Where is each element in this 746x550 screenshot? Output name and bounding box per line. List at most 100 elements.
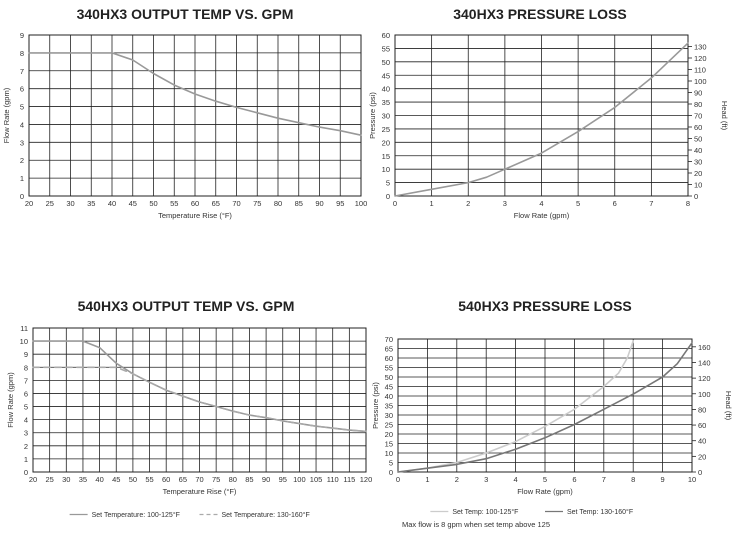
y-tick-label: 2 [24,442,28,451]
y-tick-label: 20 [382,138,390,147]
x-tick-label: 2 [455,475,459,484]
y-tick-label: 0 [24,468,28,477]
x-tick-label: 70 [232,199,240,208]
x-tick-label: 1 [425,475,429,484]
x-tick-label: 90 [315,199,323,208]
y-axis-label: Pressure (psi) [368,92,377,139]
legend-label-1: Set Temperature: 100-125°F [92,511,180,519]
y2-tick-label: 30 [694,158,702,167]
x-axis-label: Temperature Rise (°F) [163,487,237,496]
x-axis-label: Flow Rate (gpm) [517,487,573,496]
x-tick-label: 6 [613,199,617,208]
x-tick-label: 6 [572,475,576,484]
y-tick-label: 8 [24,363,28,372]
x-tick-label: 65 [179,475,187,484]
x-tick-label: 120 [360,475,373,484]
x-tick-label: 2 [466,199,470,208]
y-tick-label: 6 [20,85,24,94]
x-tick-label: 3 [503,199,507,208]
x-tick-label: 8 [631,475,635,484]
series-line-1 [397,340,635,473]
x-tick-label: 75 [212,475,220,484]
x-tick-label: 30 [62,475,70,484]
y-tick-label: 10 [385,449,393,458]
y2-tick-label: 60 [698,421,706,430]
y-tick-label: 60 [382,31,390,40]
x-tick-label: 30 [66,199,74,208]
y-tick-label: 25 [382,125,390,134]
x-tick-label: 3 [484,475,488,484]
y-axis-label: Flow Rate (gpm) [2,87,11,143]
y2-tick-label: 0 [698,468,702,477]
y-tick-label: 70 [385,335,393,344]
x-tick-label: 95 [279,475,287,484]
y2-axis-label: Head (ft) [720,101,729,131]
x-tick-label: 4 [514,475,518,484]
y2-tick-label: 40 [698,437,706,446]
chart-title: 540HX3 PRESSURE LOSS [458,298,632,314]
y2-tick-label: 20 [698,452,706,461]
y2-tick-label: 10 [694,181,702,190]
y-tick-label: 50 [385,373,393,382]
x-tick-label: 5 [576,199,580,208]
y-tick-label: 5 [20,103,24,112]
y2-tick-label: 40 [694,146,702,155]
y2-tick-label: 140 [698,358,711,367]
y2-axis-label: Head (ft) [724,391,733,421]
y-tick-label: 3 [24,429,28,438]
y2-tick-label: 90 [694,89,702,98]
x-axis-label: Temperature Rise (°F) [158,211,232,220]
x-tick-label: 25 [45,475,53,484]
x-tick-label: 8 [686,199,690,208]
y2-tick-label: 120 [698,374,711,383]
y-tick-label: 35 [385,402,393,411]
x-tick-label: 95 [336,199,344,208]
x-tick-label: 7 [649,199,653,208]
y-tick-label: 8 [20,49,24,58]
chart-title: 540HX3 OUTPUT TEMP VS. GPM [78,298,295,314]
y-tick-label: 55 [385,364,393,373]
y-tick-label: 55 [382,44,390,53]
x-tick-label: 5 [543,475,547,484]
y2-tick-label: 100 [698,390,711,399]
x-tick-label: 110 [327,475,339,484]
x-tick-label: 85 [295,199,303,208]
chart-title: 340HX3 OUTPUT TEMP VS. GPM [77,6,294,22]
y-tick-label: 10 [20,337,28,346]
x-tick-label: 65 [212,199,220,208]
y2-tick-label: 100 [694,77,707,86]
series-line-1 [28,52,362,136]
y-tick-label: 5 [24,403,28,412]
series-line-2 [32,366,367,433]
x-tick-label: 40 [108,199,116,208]
x-tick-label: 105 [310,475,323,484]
y-tick-label: 40 [385,392,393,401]
y-tick-label: 15 [385,440,393,449]
y-tick-label: 20 [385,430,393,439]
x-tick-label: 45 [129,199,137,208]
x-tick-label: 85 [245,475,253,484]
x-tick-label: 0 [393,199,397,208]
x-tick-label: 100 [293,475,306,484]
y-tick-label: 11 [20,324,28,333]
y-tick-label: 1 [20,174,24,183]
x-tick-label: 50 [129,475,137,484]
y2-tick-label: 120 [694,54,707,63]
y-tick-label: 50 [382,58,390,67]
x-tick-label: 40 [95,475,103,484]
x-tick-label: 75 [253,199,261,208]
x-tick-label: 60 [191,199,199,208]
y-tick-label: 5 [386,179,390,188]
x-tick-label: 80 [229,475,237,484]
y-tick-label: 1 [24,455,28,464]
x-tick-label: 90 [262,475,270,484]
legend-label-2: Set Temp: 130-160°F [567,508,633,516]
y-tick-label: 45 [382,71,390,80]
y-tick-label: 0 [386,192,390,201]
y-tick-label: 7 [20,67,24,76]
